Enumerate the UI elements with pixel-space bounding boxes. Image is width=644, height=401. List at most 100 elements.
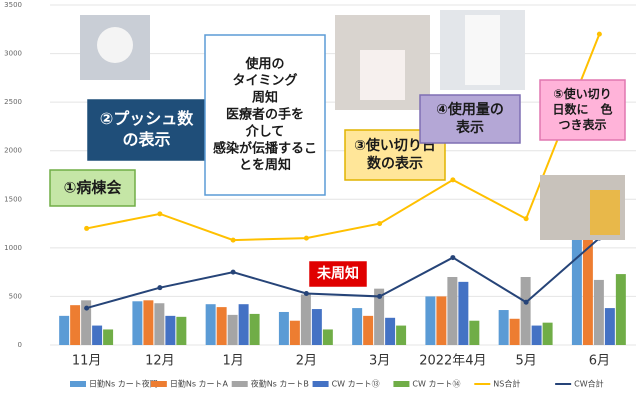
bar <box>396 326 406 345</box>
callout-text: 介して <box>245 123 285 139</box>
bar <box>290 321 300 345</box>
y-tick-label: 1500 <box>4 195 22 203</box>
bar <box>176 317 186 345</box>
callout-text: 周知 <box>252 90 278 106</box>
line-marker <box>231 270 236 275</box>
callout-text: の表示 <box>122 130 170 149</box>
bar <box>323 329 333 345</box>
legend-swatch <box>232 381 248 387</box>
x-tick-label: 2月 <box>296 354 317 369</box>
bar <box>499 310 509 345</box>
bar <box>92 326 102 345</box>
bar <box>206 304 216 345</box>
legend-swatch <box>393 381 409 387</box>
legend-swatch <box>313 381 329 387</box>
bar <box>352 308 362 345</box>
y-tick-label: 2500 <box>4 98 22 106</box>
bar <box>250 314 260 345</box>
bar <box>239 304 249 345</box>
bar <box>154 303 164 345</box>
callout-text: つき表示 <box>558 117 606 132</box>
bar <box>165 316 175 345</box>
callout-text: 医療者の手を <box>226 107 304 123</box>
y-tick-label: 3000 <box>4 50 22 58</box>
callout-text: ②プッシュ数 <box>100 109 195 128</box>
legend-label: 夜勤Ns カートB <box>251 379 309 389</box>
y-tick-label: 3500 <box>4 1 22 9</box>
x-tick-label: 2022年4月 <box>419 354 486 369</box>
legend-label: CW合計 <box>574 379 604 389</box>
x-tick-label: 11月 <box>72 354 102 369</box>
callout-text: 未周知 <box>317 265 359 282</box>
photo-detail <box>360 50 405 100</box>
line-marker <box>304 291 309 296</box>
callout-text: 日数に 色 <box>552 102 612 117</box>
line-marker <box>377 294 382 299</box>
line-marker <box>157 211 162 216</box>
bar <box>143 300 153 345</box>
bar <box>521 277 531 345</box>
callout-text: タイミング <box>232 73 297 89</box>
line-marker <box>450 177 455 182</box>
photo-detail <box>590 190 620 235</box>
line-marker <box>157 285 162 290</box>
legend-label: CW カート⑭ <box>412 380 460 389</box>
photo-detail <box>465 15 500 85</box>
callout-text: とを周知 <box>239 157 291 173</box>
line-marker <box>524 216 529 221</box>
legend-label: 日勤Ns カートA <box>170 379 229 389</box>
bar <box>447 277 457 345</box>
legend-swatch <box>151 381 167 387</box>
y-tick-label: 500 <box>9 292 22 300</box>
callout-text: 表示 <box>455 119 484 136</box>
legend-label: CW カート⑬ <box>332 380 380 389</box>
callout-text: ①病棟会 <box>64 179 122 197</box>
bar <box>217 307 227 345</box>
legend-swatch <box>70 381 86 387</box>
photo-detail <box>97 27 133 63</box>
line-marker <box>84 306 89 311</box>
legend-label: 日勤Ns カート夜間 <box>89 379 158 389</box>
callout-text: ④使用量の <box>436 101 504 118</box>
bar <box>132 301 142 345</box>
x-tick-label: 5月 <box>515 354 536 369</box>
x-tick-label: 3月 <box>369 354 390 369</box>
bar <box>425 296 435 345</box>
x-tick-label: 1月 <box>222 354 243 369</box>
bar <box>70 305 80 345</box>
bar <box>469 321 479 345</box>
callout-text: 数の表示 <box>367 155 423 172</box>
bar <box>363 316 373 345</box>
callout-text: 使用の <box>244 56 284 72</box>
bar <box>532 326 542 345</box>
y-tick-label: 0 <box>18 341 22 349</box>
line-marker <box>450 255 455 260</box>
line-marker <box>524 300 529 305</box>
bar <box>301 294 311 345</box>
line-marker <box>304 236 309 241</box>
bar <box>458 282 468 345</box>
bar <box>583 238 593 345</box>
line-marker <box>231 238 236 243</box>
bar <box>279 312 289 345</box>
bar <box>312 309 322 345</box>
bar <box>436 296 446 345</box>
bar <box>605 308 615 345</box>
bar <box>543 323 553 345</box>
line-marker <box>597 32 602 37</box>
chart: 050010001500200025003000350011月12月1月2月3月… <box>0 0 644 401</box>
callout-text: 感染が伝播するこ <box>213 140 317 156</box>
bar <box>385 318 395 345</box>
bar <box>616 274 626 345</box>
callout-text: ⑤使い切り <box>553 86 611 101</box>
y-tick-label: 1000 <box>4 244 22 252</box>
bar <box>594 280 604 345</box>
bar <box>59 316 69 345</box>
line-marker <box>377 221 382 226</box>
bar <box>510 319 520 345</box>
y-tick-label: 2000 <box>4 147 22 155</box>
legend-label: NS合計 <box>493 379 520 389</box>
bar <box>103 329 113 345</box>
line-marker <box>84 226 89 231</box>
bar <box>228 315 238 345</box>
